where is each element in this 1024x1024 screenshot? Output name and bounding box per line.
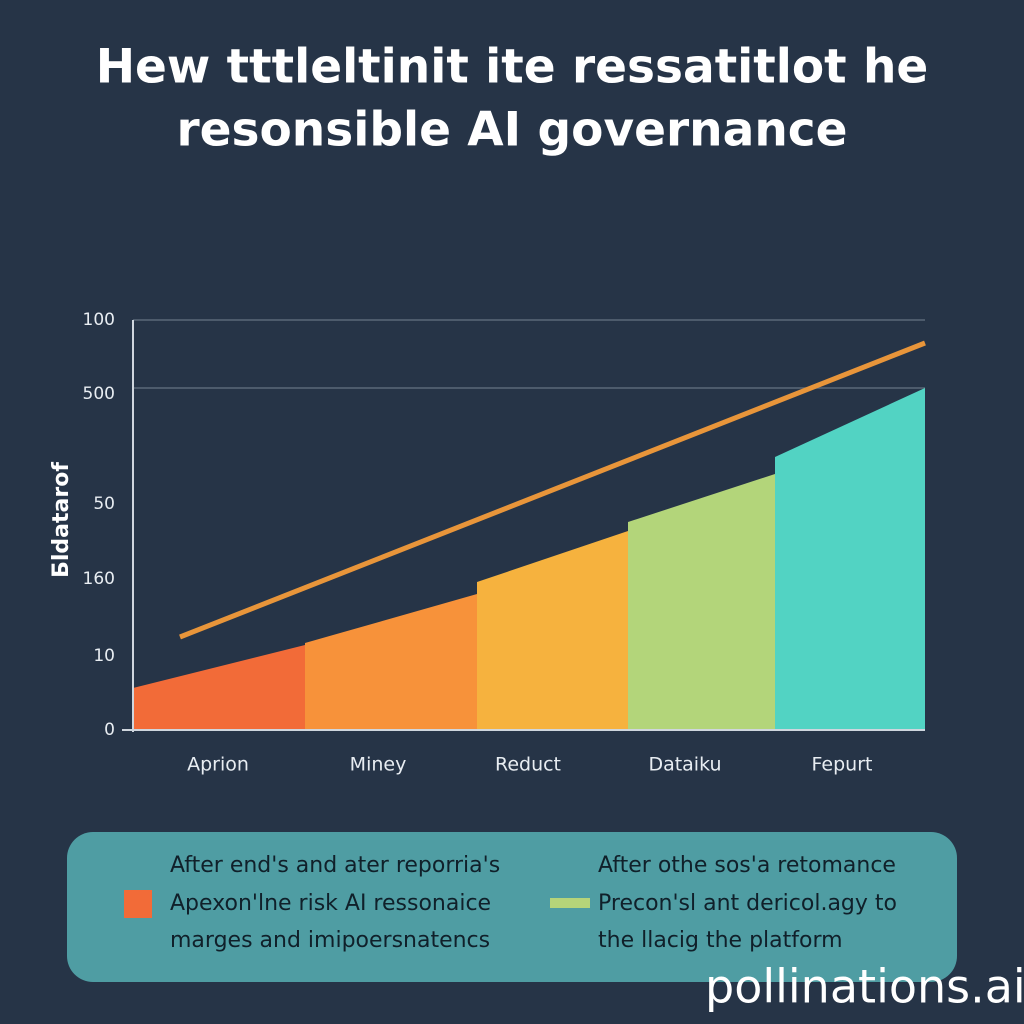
y-tick-label: 500 bbox=[83, 384, 115, 404]
watermark: pollinations.ai bbox=[705, 960, 1024, 1014]
area-segment bbox=[775, 388, 925, 730]
area-segment bbox=[133, 645, 305, 730]
x-tick-label: Fepurt bbox=[812, 754, 873, 776]
area-segment bbox=[477, 531, 628, 730]
y-tick-label: 0 bbox=[104, 720, 115, 740]
legend-text: After end's and ater reporria's bbox=[170, 853, 500, 878]
y-tick-label: 50 bbox=[93, 494, 115, 514]
legend-box bbox=[67, 832, 957, 982]
x-tick-label: Dataiku bbox=[648, 754, 721, 776]
title-line: resonsible AI governance bbox=[176, 103, 847, 158]
area-segment bbox=[305, 594, 477, 730]
title-line: Hew tttleltinit ite ressatitlot he bbox=[96, 40, 929, 95]
trend-line bbox=[179, 340, 926, 640]
legend-text: marges and imipoersnatencs bbox=[170, 928, 490, 953]
legend-text: the llacig the platform bbox=[598, 928, 843, 953]
legend-text: Precon'sl ant dericol.agy to bbox=[598, 891, 897, 916]
x-tick-label: Miney bbox=[350, 754, 407, 776]
y-axis-label: Бldatarof bbox=[49, 462, 74, 578]
x-tick-label: Aprion bbox=[187, 754, 249, 776]
y-tick-label: 100 bbox=[83, 310, 115, 330]
y-tick-label: 160 bbox=[83, 569, 115, 589]
x-tick-label: Reduct bbox=[495, 754, 561, 776]
legend-text: Apexon'lne risk AI ressonaice bbox=[170, 891, 491, 916]
area-segment bbox=[628, 474, 775, 730]
y-tick-label: 10 bbox=[93, 646, 115, 666]
legend-swatch bbox=[124, 890, 152, 918]
legend-text: After othe sos'a retomance bbox=[598, 853, 896, 878]
